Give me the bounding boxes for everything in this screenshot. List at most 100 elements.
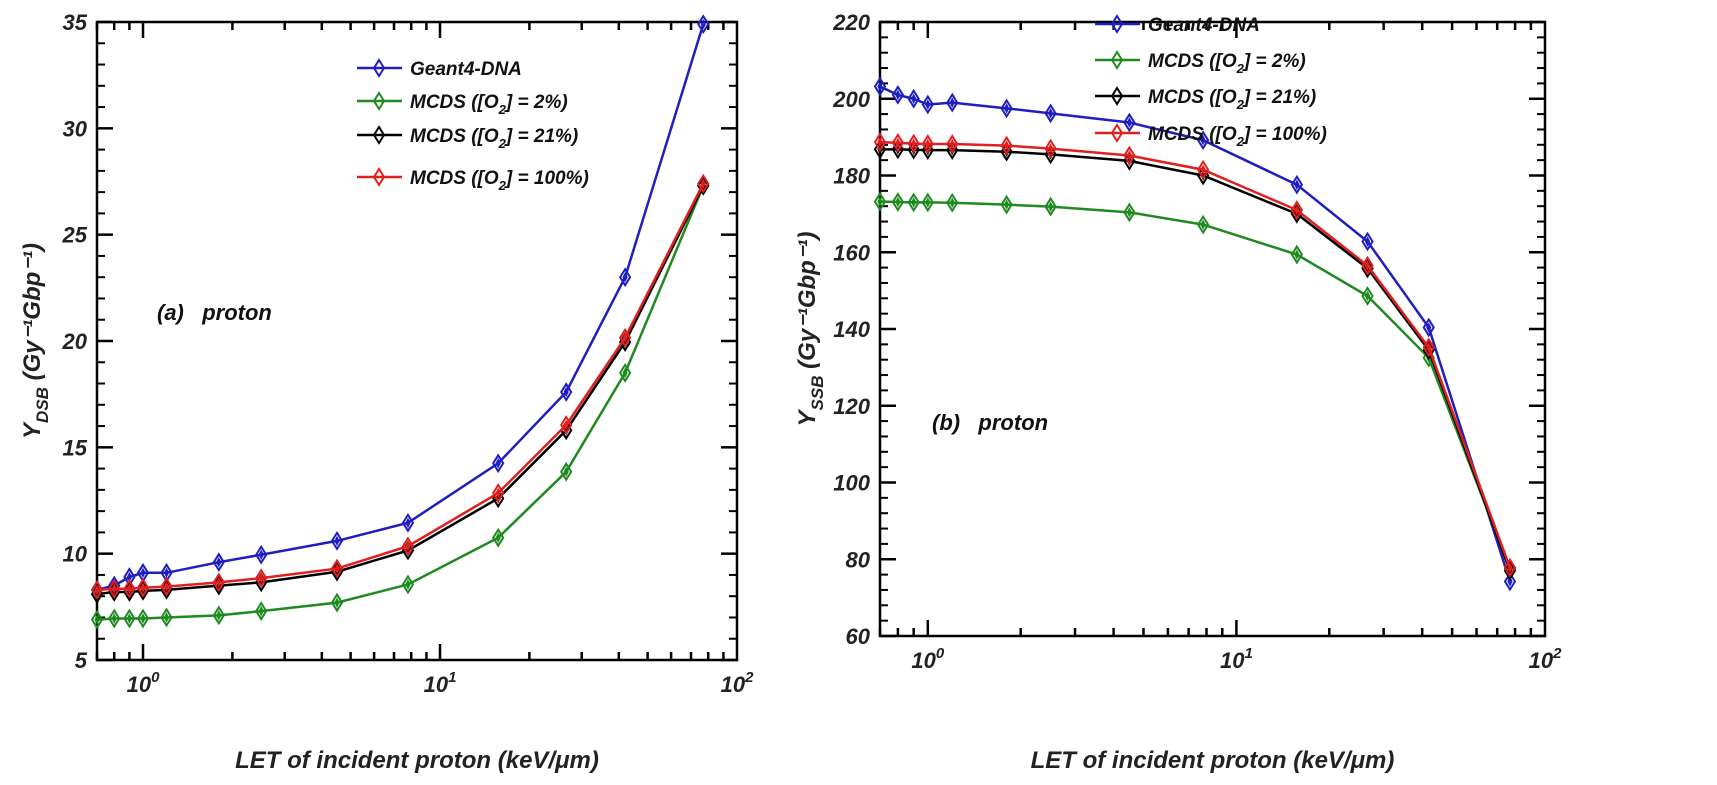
y-tick-label: 5 [75, 648, 88, 673]
data-point-diamond [492, 527, 505, 548]
data-point-diamond [560, 461, 573, 482]
data-point-diamond [1000, 98, 1013, 119]
panel-annotation: (b) proton [932, 410, 1048, 435]
data-point-diamond [618, 363, 632, 383]
data-point-diamond [212, 552, 226, 573]
x-tick-label: 101 [424, 669, 457, 697]
data-point-diamond [136, 608, 150, 629]
data-point-diamond [873, 132, 887, 153]
data-point-diamond [1123, 145, 1136, 166]
legend-marker [1110, 50, 1124, 70]
data-point-diamond [1361, 231, 1374, 252]
data-point-diamond [1123, 112, 1136, 133]
series-line [96, 23, 705, 592]
y-tick-label: 180 [833, 164, 870, 189]
legend-marker [1110, 123, 1124, 143]
legend-label: MCDS ([O2] = 21%) [1148, 87, 1316, 112]
data-point-diamond [90, 579, 104, 600]
data-point-diamond [921, 94, 934, 115]
y-tick-label: 25 [62, 223, 88, 248]
legend-label: Geant4-DNA [1148, 15, 1260, 36]
x-tick-label: 102 [721, 669, 754, 697]
panel-b: 60 80 100 120 140 160 180 200 220 100 101 102 LET of… [794, 10, 1562, 774]
legend-label: Geant4-DNA [410, 59, 522, 80]
data-point-diamond [1361, 255, 1374, 276]
x-tick-label: 100 [911, 645, 944, 673]
x-axis-label: LET of incident proton (keV/μm) [1031, 747, 1395, 774]
plot-frame [878, 20, 1547, 638]
legend-marker [1110, 86, 1124, 106]
data-point-diamond [1196, 214, 1210, 235]
legend-entry: Geant4-DNA [357, 58, 522, 80]
data-point-diamond [891, 85, 905, 105]
y-axis-label: YSSB (Gy⁻¹Gbp⁻¹) [794, 232, 827, 427]
data-point-diamond [1196, 159, 1210, 180]
data-point-diamond [492, 483, 505, 503]
legend-entry: MCDS ([O2] = 2%) [357, 91, 568, 117]
data-point-diamond [136, 577, 150, 598]
legend-label: MCDS ([O2] = 2%) [1148, 51, 1306, 76]
data-point-diamond [1000, 194, 1013, 215]
data-point-diamond [560, 415, 573, 435]
series-line [96, 183, 705, 592]
series-line [879, 200, 1512, 570]
data-point-diamond [330, 592, 344, 613]
y-tick-label: 100 [833, 471, 870, 496]
y-axis-label: YDSB (Gy⁻¹Gbp⁻¹) [19, 243, 52, 439]
data-point-diamond [1422, 317, 1435, 338]
y-tick-label: 20 [62, 329, 88, 354]
data-point-diamond [255, 544, 268, 565]
series-3 [873, 132, 1517, 578]
series-1 [90, 175, 710, 630]
panel-annotation: (a) proton [157, 300, 272, 325]
x-tick-label: 101 [1220, 645, 1253, 673]
legend-marker [372, 58, 386, 78]
data-point-diamond [1503, 557, 1517, 578]
data-point-diamond [1123, 202, 1136, 223]
data-point-diamond [123, 578, 136, 599]
series-1 [873, 191, 1517, 579]
data-point-diamond [697, 173, 710, 194]
data-point-diamond [1503, 571, 1517, 592]
legend-marker [1110, 14, 1124, 34]
legend-entry: MCDS ([O2] = 21%) [357, 125, 578, 151]
data-point-diamond [1044, 138, 1057, 159]
y-tick-label: 200 [832, 87, 870, 112]
y-tick-label: 160 [833, 240, 870, 265]
x-axis-label: LET of incident proton (keV/μm) [235, 747, 599, 774]
legend-marker [372, 167, 386, 187]
data-point-diamond [1044, 196, 1057, 217]
y-tick-label: 35 [63, 10, 88, 35]
y-tick-label: 30 [63, 116, 88, 141]
data-point-diamond [891, 132, 905, 153]
y-tick-label: 60 [846, 624, 871, 649]
data-point-diamond [873, 191, 887, 212]
data-point-diamond [946, 134, 959, 154]
data-point-diamond [212, 605, 226, 626]
data-point-diamond [1196, 130, 1210, 151]
data-point-diamond [907, 192, 920, 213]
series-0 [873, 76, 1517, 592]
legend-entry: MCDS ([O2] = 100%) [357, 167, 589, 193]
series-line [879, 85, 1512, 582]
legend-marker [372, 91, 386, 111]
data-point-diamond [255, 568, 268, 589]
data-point-diamond [946, 92, 959, 113]
legend-label: MCDS ([O2] = 100%) [410, 168, 589, 193]
data-point-diamond [108, 608, 121, 629]
data-point-diamond [123, 608, 136, 629]
data-point-diamond [160, 607, 173, 628]
data-point-diamond [873, 76, 887, 97]
x-tick-label: 102 [1529, 645, 1562, 673]
series-3 [90, 173, 710, 600]
y-tick-label: 120 [833, 394, 870, 419]
data-point-diamond [108, 578, 121, 599]
data-point-diamond [1290, 244, 1304, 265]
data-point-diamond [492, 453, 505, 474]
panel-a: 5 10 15 20 25 30 35 100 101 102 LET of incident pr… [19, 10, 754, 774]
data-point-diamond [90, 609, 104, 630]
series-2 [873, 139, 1517, 581]
y-tick-label: 220 [832, 10, 870, 35]
data-point-diamond [1000, 135, 1013, 156]
legend-marker [372, 125, 386, 145]
